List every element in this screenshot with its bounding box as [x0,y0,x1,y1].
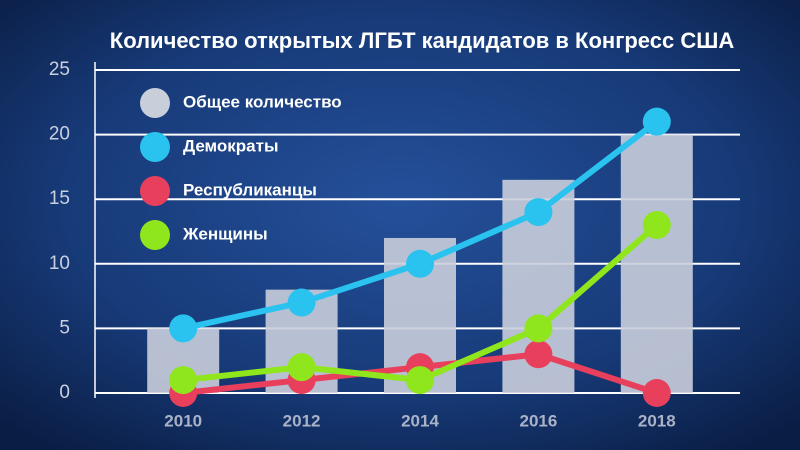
marker [642,379,671,407]
marker [524,198,553,227]
y-tick-label: 0 [59,382,70,403]
marker [642,211,671,240]
legend-marker [140,88,170,118]
marker [169,314,198,343]
legend-label: Общее количество [183,92,342,111]
x-tick-label: 2014 [401,411,439,430]
legend-marker [140,176,170,206]
chart-title: Количество открытых ЛГБТ кандидатов в Ко… [110,28,735,53]
legend-marker [140,132,170,162]
marker [406,249,434,278]
legend-label: Демократы [183,136,278,155]
marker [169,366,198,395]
marker [524,340,553,369]
y-tick-label: 10 [49,253,70,274]
legend-label: Женщины [182,224,268,243]
y-tick-label: 5 [59,317,70,338]
marker [287,288,316,317]
x-tick-label: 2016 [519,411,557,430]
y-tick-label: 20 [49,124,70,145]
legend-marker [140,220,170,250]
marker [524,314,553,343]
x-tick-label: 2018 [638,411,676,430]
marker [642,107,671,136]
y-tick-label: 25 [49,59,70,80]
x-tick-label: 2010 [164,411,202,430]
legend-label: Республиканцы [183,180,317,199]
marker [406,366,434,395]
bar [620,134,693,393]
marker [287,353,316,382]
y-tick-label: 15 [49,188,70,209]
x-tick-label: 2012 [283,411,321,430]
